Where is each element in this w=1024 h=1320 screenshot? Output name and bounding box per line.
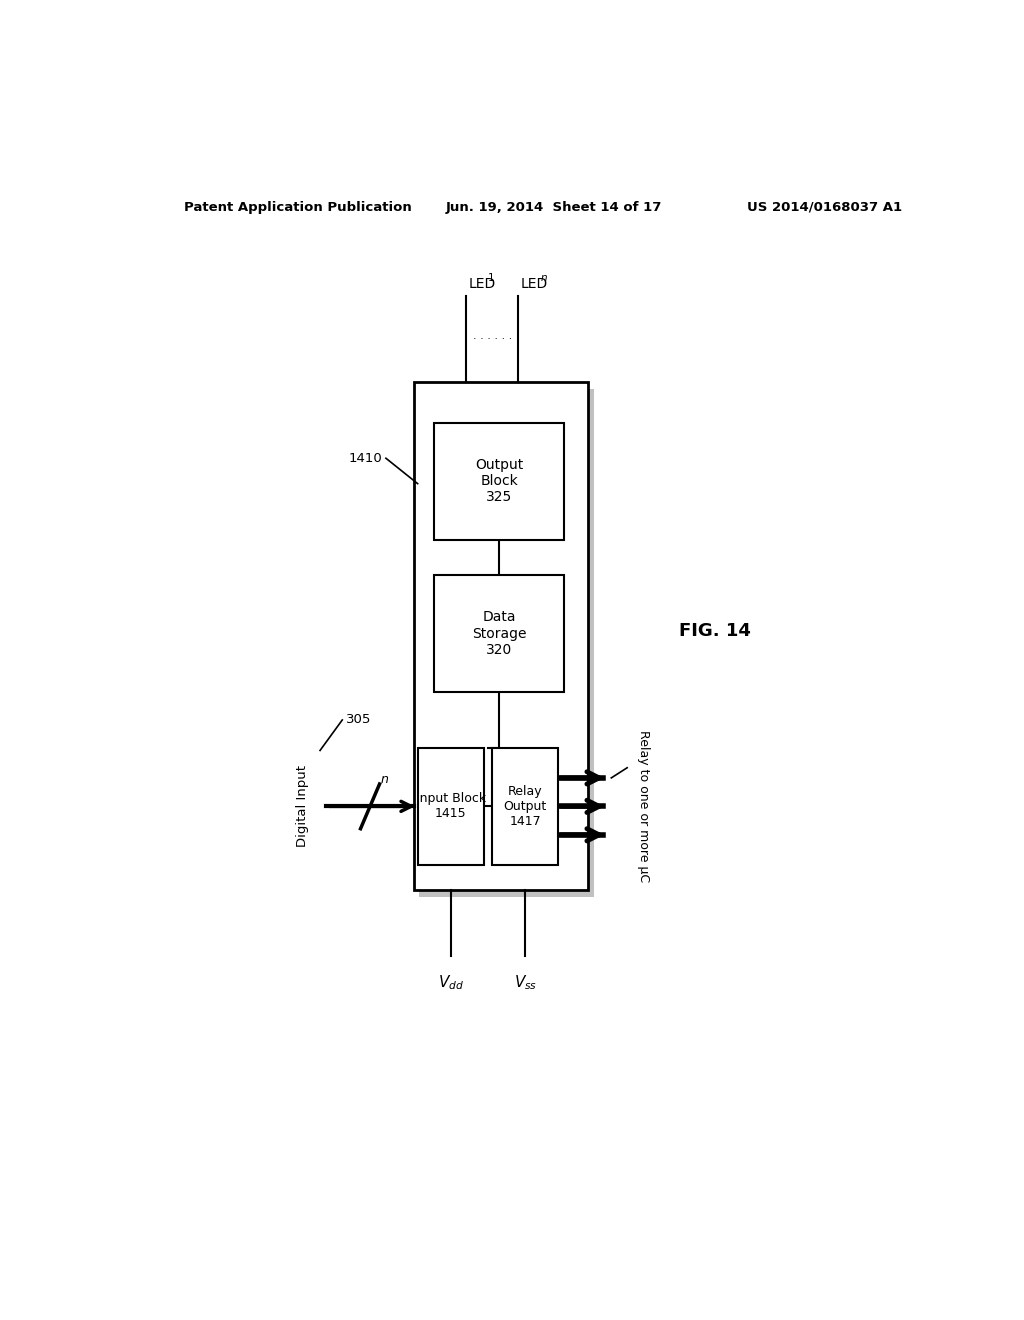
Bar	[433, 422, 564, 540]
Text: FIG. 14: FIG. 14	[679, 622, 752, 640]
Text: n: n	[541, 273, 547, 284]
Text: n: n	[380, 774, 388, 785]
Text: LED: LED	[521, 276, 548, 290]
Bar	[493, 748, 558, 865]
Text: Jun. 19, 2014  Sheet 14 of 17: Jun. 19, 2014 Sheet 14 of 17	[445, 201, 662, 214]
Text: Data
Storage
320: Data Storage 320	[472, 610, 526, 657]
Text: US 2014/0168037 A1: US 2014/0168037 A1	[748, 201, 902, 214]
Bar	[419, 389, 594, 898]
Bar	[433, 576, 564, 692]
Text: . . . . . .: . . . . . .	[473, 331, 512, 342]
Text: $V_{dd}$: $V_{dd}$	[437, 974, 464, 993]
Bar	[418, 748, 483, 865]
Text: 1: 1	[488, 273, 495, 284]
Text: Relay to one or more μC: Relay to one or more μC	[638, 730, 650, 882]
Bar	[414, 381, 588, 890]
Text: Output
Block
325: Output Block 325	[475, 458, 523, 504]
Text: 305: 305	[346, 714, 372, 726]
Text: Input Block
1415: Input Block 1415	[416, 792, 485, 820]
Text: Digital Input: Digital Input	[296, 766, 309, 847]
Text: Patent Application Publication: Patent Application Publication	[183, 201, 412, 214]
Text: LED: LED	[468, 276, 496, 290]
Text: $V_{ss}$: $V_{ss}$	[514, 974, 537, 993]
Text: 1410: 1410	[348, 451, 382, 465]
Text: Relay
Output
1417: Relay Output 1417	[504, 785, 547, 828]
